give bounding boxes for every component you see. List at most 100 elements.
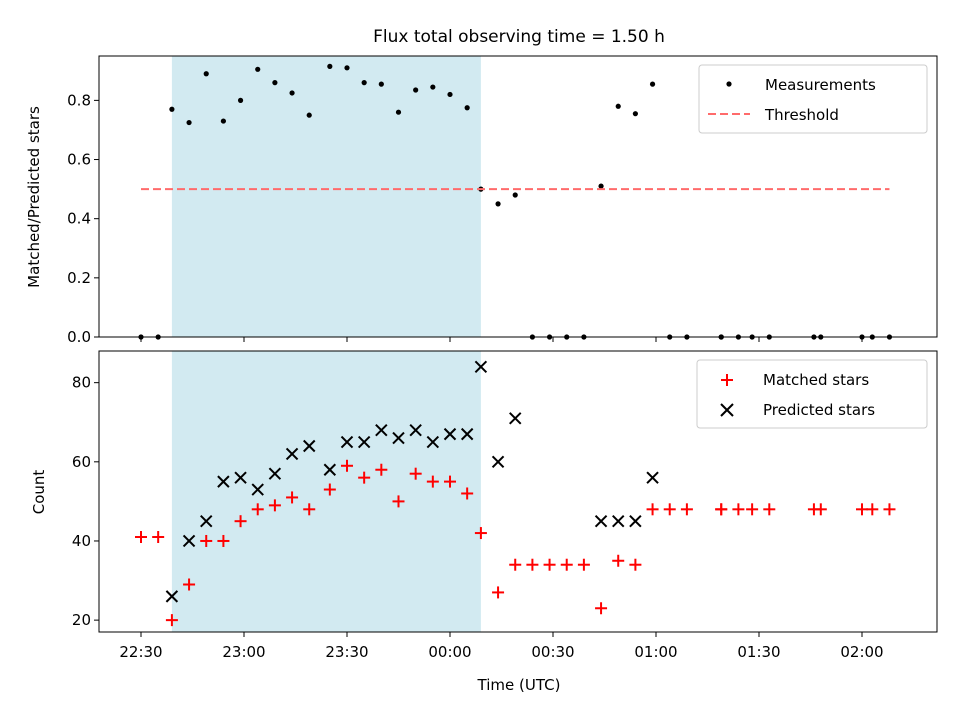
matched-stars-point xyxy=(543,558,556,571)
matched-stars-point xyxy=(303,503,316,516)
matched-stars-point xyxy=(268,499,281,512)
matched-stars-point xyxy=(595,602,608,615)
predicted-stars-point xyxy=(392,431,405,445)
matched-stars-point xyxy=(165,614,178,627)
matched-stars-point xyxy=(509,558,522,571)
predicted-stars-point xyxy=(234,471,247,484)
matched-stars-point xyxy=(409,467,422,480)
measurement-point xyxy=(203,71,209,77)
measurement-point xyxy=(512,192,518,198)
xtick-label: 01:00 xyxy=(634,643,677,661)
matched-stars-point xyxy=(577,558,590,571)
predicted-stars-point xyxy=(268,467,282,480)
matched-stars-point xyxy=(866,503,879,516)
matched-stars-point xyxy=(375,463,388,476)
top-ytick-label: 0.2 xyxy=(67,269,91,287)
measurement-point xyxy=(344,65,350,71)
matched-stars-point xyxy=(560,558,573,571)
xtick-label: 01:30 xyxy=(737,643,780,661)
matched-stars-point xyxy=(855,503,868,516)
matched-stars-point xyxy=(474,527,487,540)
measurement-point xyxy=(361,80,367,86)
bottom-ylabel: Count xyxy=(30,470,48,515)
matched-stars-point xyxy=(746,503,759,516)
predicted-stars-point xyxy=(646,471,659,484)
predicted-stars-point xyxy=(323,463,337,476)
measurement-point xyxy=(220,118,226,124)
bottom-axes-frame xyxy=(98,350,938,633)
matched-stars-point xyxy=(629,558,642,571)
predicted-stars-point xyxy=(426,435,440,449)
chart-title: Flux total observing time = 1.50 h xyxy=(373,27,665,47)
matched-stars-point xyxy=(612,554,625,567)
xtick-label: 00:30 xyxy=(531,643,574,661)
xtick-label: 22:30 xyxy=(119,643,162,661)
measurement-point xyxy=(378,81,384,87)
matched-stars-point xyxy=(392,495,405,508)
top-ylabel: Matched/Predicted stars xyxy=(25,106,43,288)
measurement-point xyxy=(255,66,261,72)
measurement-point xyxy=(495,201,501,207)
matched-stars-point xyxy=(340,459,353,472)
measurement-point xyxy=(413,87,419,93)
predicted-stars-point xyxy=(200,514,213,528)
legend-matched-label: Matched stars xyxy=(763,371,869,389)
predicted-stars-point xyxy=(629,514,642,528)
bottom-ytick-label: 80 xyxy=(72,374,91,392)
measurement-point xyxy=(272,80,278,86)
top-axes-frame xyxy=(98,55,938,338)
xtick-label: 23:00 xyxy=(222,643,265,661)
matched-stars-point xyxy=(461,487,474,500)
legend-matched-marker xyxy=(721,374,733,386)
predicted-stars-point xyxy=(182,534,196,548)
matched-stars-point xyxy=(251,503,264,516)
predicted-stars-point xyxy=(357,435,371,449)
top-panel: 0.00.20.40.60.8 Matched/Predicted stars … xyxy=(25,55,938,346)
predicted-stars-point xyxy=(460,427,474,441)
matched-stars-point xyxy=(183,578,196,591)
predicted-stars-point xyxy=(285,447,299,461)
measurement-point xyxy=(430,84,436,90)
legend-threshold-label: Threshold xyxy=(764,106,839,124)
matched-stars-point xyxy=(152,531,165,544)
predicted-stars-point xyxy=(612,514,625,528)
top-shaded-region xyxy=(171,56,481,337)
matched-stars-point xyxy=(323,483,336,496)
measurement-point xyxy=(169,106,175,112)
top-legend: Measurements Threshold xyxy=(698,64,928,134)
xtick-label: 00:00 xyxy=(428,643,471,661)
measurement-point xyxy=(237,97,244,103)
matched-stars-point xyxy=(492,586,505,599)
predicted-stars-point xyxy=(251,483,264,496)
measurement-point xyxy=(464,105,470,111)
matched-stars-point xyxy=(680,503,693,516)
measurement-point xyxy=(632,111,638,117)
xtick-label: 02:00 xyxy=(840,643,883,661)
measurement-point xyxy=(289,90,295,96)
predicted-stars-point xyxy=(303,439,316,453)
matched-stars-point xyxy=(883,503,896,516)
measurement-point xyxy=(186,119,192,126)
matched-stars-point xyxy=(200,534,213,547)
matched-stars-point xyxy=(526,558,539,571)
matched-stars-point xyxy=(217,534,230,547)
matched-stars-point xyxy=(715,503,728,516)
matched-stars-point xyxy=(763,503,776,516)
predicted-stars-point xyxy=(165,590,179,603)
bottom-panel: 20 40 60 80 22:30 23:00 23:30 00:00 00:30 01:00 01… xyxy=(30,350,938,694)
bottom-ytick-label: 40 xyxy=(72,532,91,550)
measurement-point xyxy=(615,103,621,109)
x-axis-label: Time (UTC) xyxy=(477,676,561,694)
predicted-stars-point xyxy=(217,475,230,488)
predicted-stars-point xyxy=(509,412,522,425)
legend-predicted-label: Predicted stars xyxy=(763,401,875,419)
measurement-point xyxy=(598,183,604,189)
matched-stars-point xyxy=(234,515,247,528)
matched-stars-point xyxy=(286,491,299,504)
measurement-point xyxy=(649,81,656,87)
top-ytick-label: 0.8 xyxy=(67,91,91,109)
xtick-label: 23:30 xyxy=(325,643,368,661)
measurement-point xyxy=(447,91,453,98)
matched-stars-point xyxy=(814,503,827,516)
top-ytick-label: 0.0 xyxy=(67,328,91,346)
